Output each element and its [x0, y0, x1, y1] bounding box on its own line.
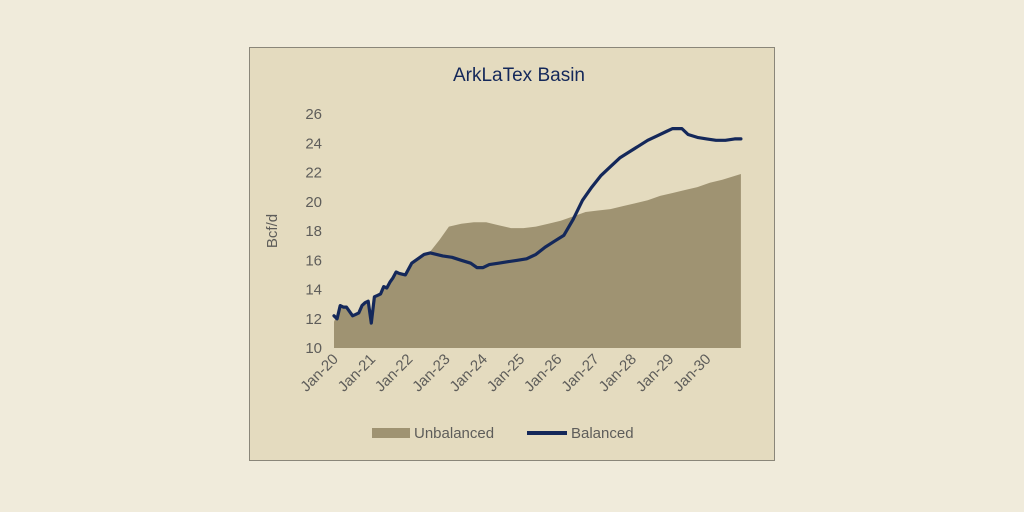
series-balanced-line: [332, 126, 743, 325]
x-tick-label: Jan-24: [446, 351, 490, 395]
x-tick-label: Jan-22: [372, 351, 416, 395]
legend-swatch-unbalanced: [372, 428, 410, 438]
x-tick-label: Jan-20: [297, 351, 341, 395]
legend: Unbalanced Balanced: [372, 425, 634, 442]
legend-label-balanced: Balanced: [571, 425, 634, 442]
y-tick-label: 20: [305, 194, 322, 211]
x-tick-label: Jan-29: [633, 351, 677, 395]
x-tick-label: Jan-23: [409, 351, 453, 395]
chart-title: ArkLaTex Basin: [453, 65, 585, 86]
y-tick-label: 12: [305, 311, 322, 328]
line-layer: [332, 126, 743, 325]
legend-label-unbalanced: Unbalanced: [414, 425, 494, 442]
y-tick-label: 10: [305, 340, 322, 357]
y-axis: 10 12 14 16 18 20 22 24 26: [305, 106, 322, 357]
x-tick-label: Jan-30: [670, 351, 714, 395]
area-layer: [334, 174, 741, 348]
y-axis-label: Bcf/d: [264, 214, 281, 248]
y-tick-label: 22: [305, 165, 322, 182]
chart-panel: 10 12 14 16 18 20 22 24 26 Jan-20 Jan-21 Jan-22 Jan…: [249, 47, 775, 461]
y-tick-label: 16: [305, 252, 322, 269]
y-tick-label: 24: [305, 135, 322, 152]
x-tick-label: Jan-28: [596, 351, 640, 395]
y-tick-label: 18: [305, 223, 322, 240]
x-tick-label: Jan-26: [521, 351, 565, 395]
x-tick-label: Jan-25: [484, 351, 528, 395]
y-tick-label: 14: [305, 282, 322, 299]
x-tick-label: Jan-21: [335, 351, 379, 395]
y-tick-label: 26: [305, 106, 322, 123]
x-axis: Jan-20Jan-21Jan-22Jan-23Jan-24Jan-25Jan-…: [297, 351, 714, 395]
series-unbalanced-area: [334, 174, 741, 348]
x-tick-label: Jan-27: [558, 351, 602, 395]
